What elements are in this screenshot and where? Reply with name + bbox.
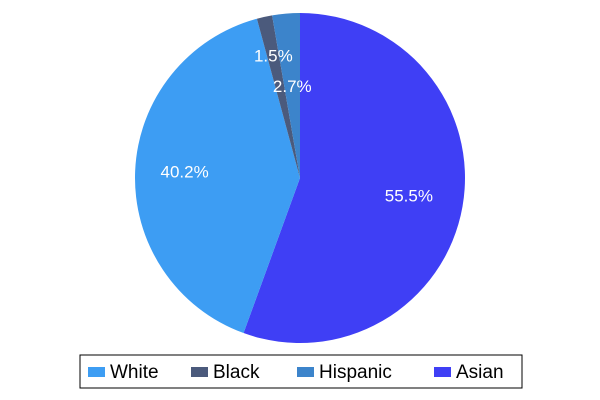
legend-label: Asian — [456, 362, 504, 383]
pie-slice — [272, 13, 300, 178]
legend-swatch — [88, 367, 105, 377]
legend-label: Hispanic — [319, 362, 392, 383]
data-label: 55.5% — [385, 187, 433, 206]
legend-swatch — [191, 367, 208, 377]
legend-label: Black — [213, 362, 260, 383]
data-label: 2.7% — [273, 77, 312, 96]
pie-slice — [134, 18, 300, 334]
pie-slice — [256, 15, 300, 178]
pie-slice — [243, 13, 465, 343]
legend-swatch — [297, 367, 314, 377]
legend-label: White — [110, 362, 159, 383]
legend-swatch — [434, 367, 451, 377]
data-label: 1.5% — [254, 47, 293, 66]
data-label: 40.2% — [161, 163, 209, 182]
